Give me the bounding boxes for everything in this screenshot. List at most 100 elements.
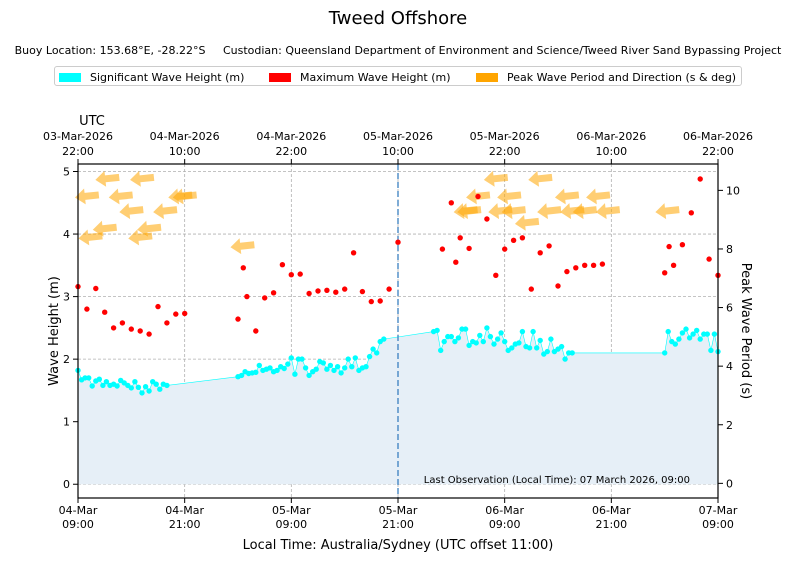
sig-height-point (114, 383, 120, 389)
sig-height-point (299, 356, 305, 362)
sig-height-point (569, 350, 575, 356)
period-arrow-shape (453, 203, 478, 220)
sig-height-point (238, 372, 245, 379)
max-height-point (448, 200, 454, 206)
period-arrow (108, 188, 134, 205)
period-arrow-shape (119, 203, 144, 220)
sig-height-point (157, 386, 163, 392)
period-arrow (595, 203, 621, 220)
x-tick-label: 09:00 (489, 518, 521, 531)
period-arrows (74, 170, 680, 255)
sig-height-point (455, 335, 462, 341)
top-tick-label: 05-Mar-2026 (470, 130, 540, 143)
period-arrow-shape (108, 188, 134, 205)
data-points (75, 176, 721, 396)
max-height-point (502, 246, 508, 252)
period-arrow-shape (483, 170, 509, 187)
max-height-point (297, 271, 303, 277)
max-height-point (439, 246, 446, 252)
max-height-point (599, 261, 606, 267)
max-height-point (590, 262, 597, 268)
sig-height-point (530, 328, 536, 335)
sig-height-point (274, 367, 280, 374)
sig-height-point (363, 364, 369, 370)
period-arrow-shape (537, 203, 562, 220)
x-tick-label: 06-Mar (485, 504, 524, 517)
x-tick-label: 21:00 (382, 518, 414, 531)
y2-tick-label: 0 (726, 477, 733, 490)
period-arrow-shape (74, 188, 100, 205)
y2-tick-label: 8 (726, 243, 733, 256)
sig-height-point (534, 345, 540, 351)
period-arrow (572, 203, 598, 220)
top-tick-label: 04-Mar-2026 (150, 130, 220, 143)
top-tick-label: 10:00 (595, 145, 627, 158)
x-tick-label: 21:00 (169, 518, 201, 531)
max-height-point (240, 265, 246, 271)
sig-height-point (509, 345, 515, 351)
y-tick-label: 4 (63, 228, 70, 241)
max-height-point (155, 303, 161, 310)
sig-height-point (374, 350, 380, 356)
period-arrow (137, 220, 162, 237)
max-height-point (350, 250, 357, 256)
y-tick-label: 5 (63, 166, 70, 179)
max-height-point (537, 250, 543, 256)
top-tick-label: 06-Mar-2026 (683, 130, 753, 143)
sig-height-point (448, 333, 454, 340)
max-height-point (128, 326, 134, 332)
sig-height-point (519, 328, 526, 335)
period-arrow (586, 188, 611, 205)
sig-height-point (502, 338, 508, 345)
period-arrow-shape (554, 188, 580, 205)
utc-axis-title: UTC (79, 114, 105, 129)
max-height-point (137, 328, 143, 334)
x-tick-label: 05-Mar (272, 504, 311, 517)
legend-label-period: Peak Wave Period and Direction (s & deg) (507, 70, 737, 84)
y-tick-label: 3 (63, 291, 70, 304)
top-tick-label: 22:00 (275, 145, 307, 158)
sig-height-point (366, 353, 373, 360)
max-height-point (119, 320, 126, 326)
max-height-point (697, 176, 703, 182)
sig-height-point (96, 376, 103, 382)
sig-height-point (302, 365, 309, 371)
legend-item-significant: Significant Wave Height (m) (59, 70, 244, 84)
legend-item-maximum: Maximum Wave Height (m) (269, 70, 451, 84)
sig-height-point (462, 326, 469, 332)
max-height-point (395, 239, 401, 245)
sig-height-point (100, 382, 106, 389)
sig-height-point (676, 336, 682, 342)
sig-height-point (313, 366, 319, 372)
period-arrow (230, 238, 255, 255)
max-height-point (457, 235, 463, 241)
sig-height-point (494, 336, 501, 342)
period-arrow (554, 188, 580, 205)
sig-height-point (139, 390, 145, 396)
sig-height-point (324, 366, 330, 372)
legend-swatch-significant (59, 72, 81, 82)
sig-height-point (142, 384, 149, 390)
max-height-point (164, 320, 170, 326)
period-arrow-shape (128, 229, 153, 246)
sig-height-point (484, 325, 490, 331)
x-axis-label: Local Time: Australia/Sydney (UTC offset… (243, 538, 554, 553)
y2-axis-label: Peak Wave Period (s) (738, 263, 753, 399)
period-arrow (488, 203, 513, 220)
sig-height-point (338, 370, 344, 376)
period-arrow-shape (572, 203, 598, 220)
sig-height-point (558, 343, 565, 350)
sig-height-point (679, 330, 686, 336)
max-height-point (173, 311, 179, 317)
period-arrow (95, 170, 120, 187)
sig-height-point (544, 348, 550, 355)
sig-height-point (683, 326, 689, 332)
sig-height-point (562, 356, 568, 362)
x-tick-label: 09:00 (275, 518, 307, 531)
max-height-point (679, 242, 686, 248)
sig-height-point (292, 371, 298, 377)
period-arrow (514, 214, 540, 231)
legend-label-maximum: Maximum Wave Height (m) (300, 70, 451, 84)
sig-height-point (441, 338, 447, 345)
period-arrow-shape (586, 188, 611, 205)
